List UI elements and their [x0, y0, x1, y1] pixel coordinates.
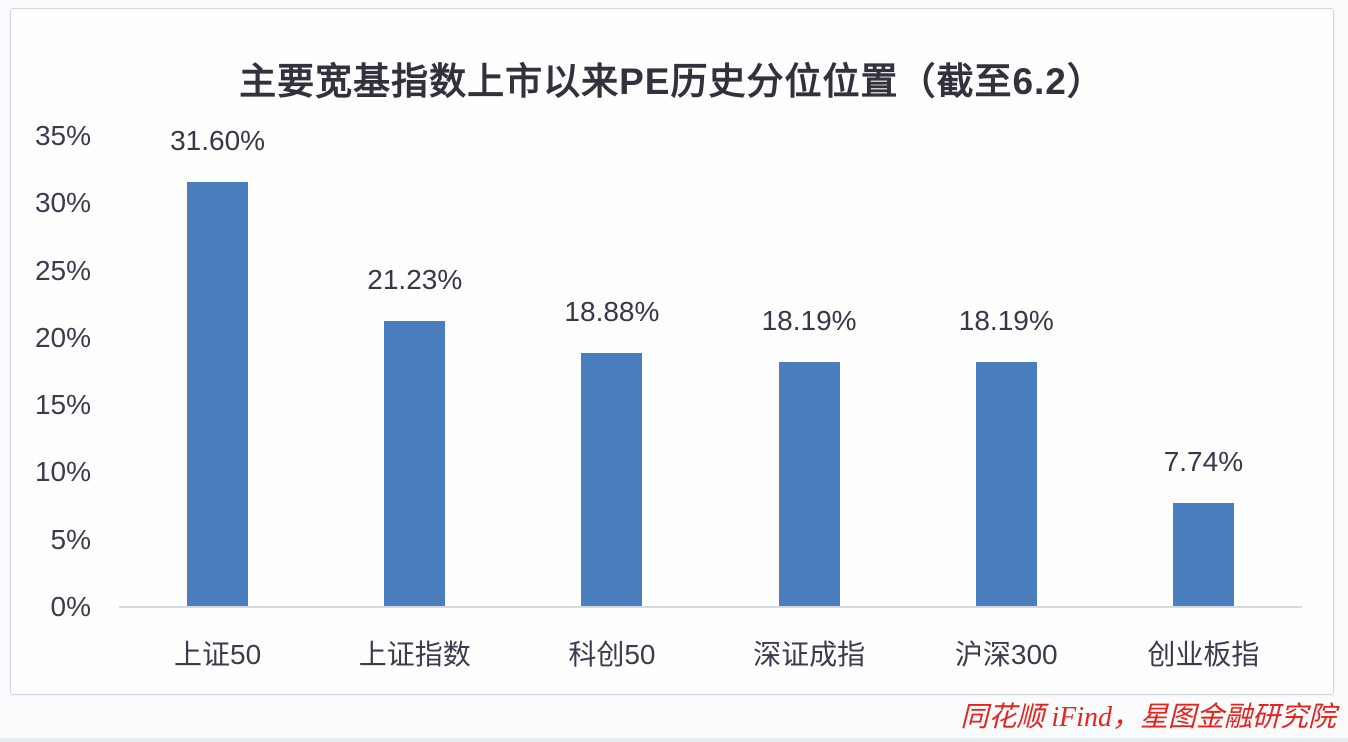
chart-title: 主要宽基指数上市以来PE历史分位位置（截至6.2）	[239, 61, 1105, 102]
bar-value-label: 18.88%	[564, 296, 660, 327]
bar	[384, 321, 446, 607]
y-axis-tick-label: 20%	[34, 321, 91, 353]
x-axis-label: 上证50	[174, 639, 262, 670]
y-axis-tick-label: 0%	[50, 591, 91, 622]
bar	[187, 182, 249, 607]
y-axis-tick-label: 15%	[34, 389, 91, 421]
y-axis-tick-label: 5%	[50, 523, 91, 555]
x-axis-label: 创业板指	[1147, 639, 1260, 670]
x-axis-line	[119, 606, 1302, 608]
y-axis-tick-label: 30%	[34, 187, 91, 219]
y-axis-tick-label: 35%	[34, 120, 91, 151]
bottom-divider	[0, 738, 1348, 742]
bar	[581, 353, 643, 607]
bar-value-label: 31.60%	[170, 125, 266, 156]
x-axis-label: 深证成指	[753, 639, 866, 670]
bar-value-label: 18.19%	[761, 305, 857, 336]
y-axis-tick-label: 10%	[34, 456, 91, 488]
bar	[1172, 503, 1234, 607]
source-attribution: 同花顺 iFind，星图金融研究院	[960, 702, 1336, 733]
x-axis-label: 沪深300	[954, 639, 1058, 670]
bar-value-label: 7.74%	[1163, 446, 1244, 477]
bar-value-label: 18.19%	[958, 305, 1054, 336]
x-axis-label: 科创50	[568, 639, 656, 670]
bar-value-label: 21.23%	[367, 264, 463, 295]
chart-card: 主要宽基指数上市以来PE历史分位位置（截至6.2） 0% 5% 10% 15% 20% 2…	[10, 8, 1334, 695]
bar	[778, 362, 840, 607]
x-axis-label: 上证指数	[358, 639, 471, 670]
bar	[975, 362, 1037, 607]
y-axis-tick-label: 25%	[34, 254, 91, 286]
